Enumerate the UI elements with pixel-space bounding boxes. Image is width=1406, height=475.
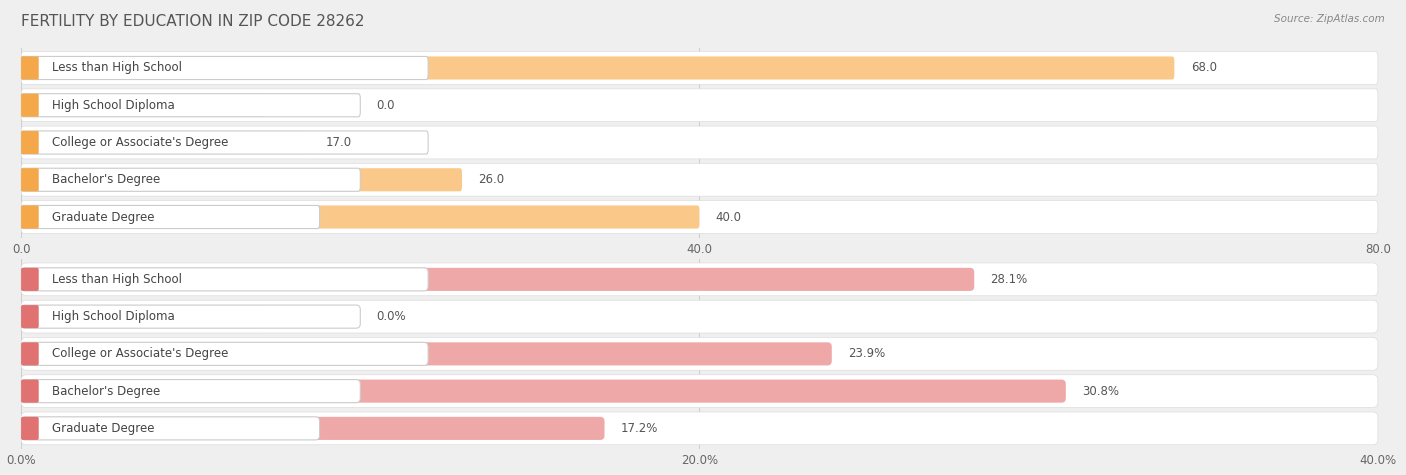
FancyBboxPatch shape [21, 417, 605, 440]
FancyBboxPatch shape [21, 417, 319, 440]
FancyBboxPatch shape [21, 57, 39, 79]
FancyBboxPatch shape [21, 126, 1378, 159]
FancyBboxPatch shape [21, 168, 360, 191]
FancyBboxPatch shape [21, 206, 319, 228]
Text: 17.0: 17.0 [326, 136, 352, 149]
FancyBboxPatch shape [21, 305, 39, 328]
FancyBboxPatch shape [21, 206, 39, 228]
FancyBboxPatch shape [21, 94, 360, 117]
Text: Graduate Degree: Graduate Degree [52, 422, 155, 435]
Text: 0.0%: 0.0% [377, 310, 406, 323]
FancyBboxPatch shape [21, 206, 700, 228]
FancyBboxPatch shape [21, 300, 1378, 333]
FancyBboxPatch shape [21, 380, 39, 403]
Text: Less than High School: Less than High School [52, 273, 183, 286]
FancyBboxPatch shape [21, 89, 1378, 122]
Text: 30.8%: 30.8% [1083, 385, 1119, 398]
Text: High School Diploma: High School Diploma [52, 99, 174, 112]
FancyBboxPatch shape [21, 168, 39, 191]
FancyBboxPatch shape [21, 342, 429, 365]
FancyBboxPatch shape [21, 263, 1378, 296]
FancyBboxPatch shape [21, 131, 39, 154]
FancyBboxPatch shape [21, 131, 429, 154]
Text: Source: ZipAtlas.com: Source: ZipAtlas.com [1274, 14, 1385, 24]
FancyBboxPatch shape [21, 417, 39, 440]
Text: 0.0: 0.0 [377, 99, 395, 112]
FancyBboxPatch shape [21, 94, 39, 117]
FancyBboxPatch shape [21, 57, 429, 79]
FancyBboxPatch shape [21, 268, 974, 291]
FancyBboxPatch shape [21, 131, 309, 154]
FancyBboxPatch shape [21, 412, 1378, 445]
FancyBboxPatch shape [21, 305, 360, 328]
Text: FERTILITY BY EDUCATION IN ZIP CODE 28262: FERTILITY BY EDUCATION IN ZIP CODE 28262 [21, 14, 364, 29]
Text: 26.0: 26.0 [478, 173, 505, 186]
FancyBboxPatch shape [21, 375, 1378, 408]
Text: 68.0: 68.0 [1191, 61, 1216, 75]
FancyBboxPatch shape [21, 342, 832, 365]
FancyBboxPatch shape [21, 57, 1174, 79]
Text: Graduate Degree: Graduate Degree [52, 210, 155, 224]
Text: 28.1%: 28.1% [990, 273, 1028, 286]
FancyBboxPatch shape [21, 342, 39, 365]
Text: College or Associate's Degree: College or Associate's Degree [52, 347, 229, 361]
Text: High School Diploma: High School Diploma [52, 310, 174, 323]
FancyBboxPatch shape [21, 380, 360, 403]
Text: 17.2%: 17.2% [621, 422, 658, 435]
FancyBboxPatch shape [21, 337, 1378, 370]
Text: Less than High School: Less than High School [52, 61, 183, 75]
Text: Bachelor's Degree: Bachelor's Degree [52, 173, 160, 186]
Text: College or Associate's Degree: College or Associate's Degree [52, 136, 229, 149]
FancyBboxPatch shape [21, 163, 1378, 196]
Text: 23.9%: 23.9% [848, 347, 886, 361]
FancyBboxPatch shape [21, 268, 39, 291]
FancyBboxPatch shape [21, 305, 266, 328]
Text: Bachelor's Degree: Bachelor's Degree [52, 385, 160, 398]
FancyBboxPatch shape [21, 168, 463, 191]
FancyBboxPatch shape [21, 52, 1378, 85]
FancyBboxPatch shape [21, 268, 429, 291]
FancyBboxPatch shape [21, 380, 1066, 403]
FancyBboxPatch shape [21, 200, 1378, 233]
FancyBboxPatch shape [21, 94, 266, 117]
Text: 40.0: 40.0 [716, 210, 742, 224]
